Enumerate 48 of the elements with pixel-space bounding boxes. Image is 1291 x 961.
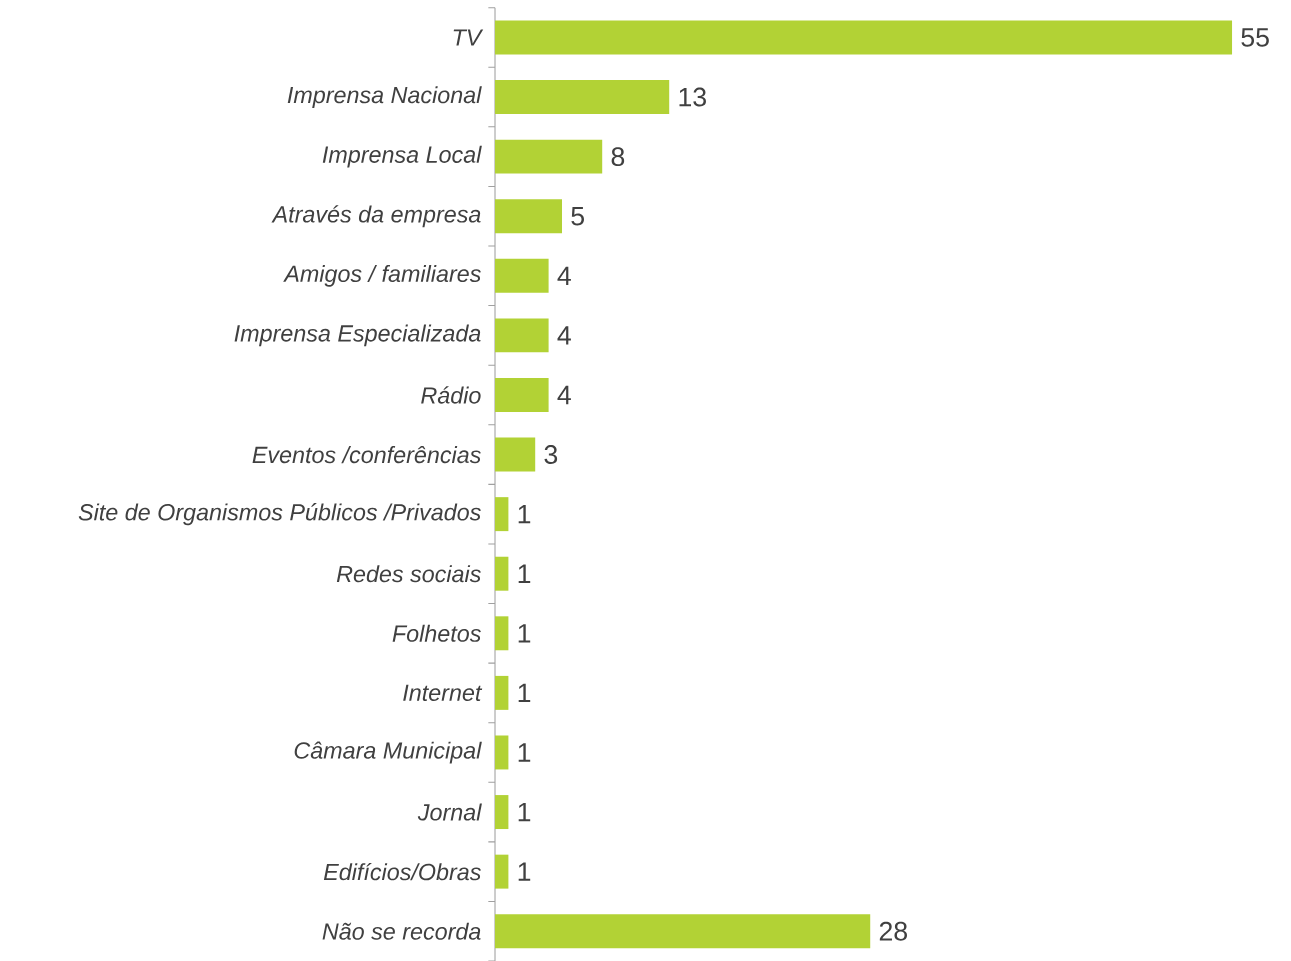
bar bbox=[495, 258, 549, 293]
y-tick-label: Câmara Municipal bbox=[294, 741, 482, 764]
y-tick-label: Edifícios/Obras bbox=[323, 862, 481, 881]
bar bbox=[495, 675, 509, 710]
data-label: 1 bbox=[518, 624, 531, 643]
bar bbox=[495, 616, 509, 651]
y-tick-label: Imprensa Nacional bbox=[287, 86, 482, 108]
bar bbox=[495, 80, 670, 115]
data-label: 1 bbox=[518, 862, 531, 881]
bar bbox=[495, 497, 509, 532]
data-label: 1 bbox=[518, 564, 531, 583]
data-label: 13 bbox=[679, 87, 706, 107]
y-tick-label: Redes sociais bbox=[336, 565, 481, 583]
y-tick-label: Folhetos bbox=[392, 624, 481, 642]
data-label: 55 bbox=[1241, 28, 1269, 47]
bar bbox=[495, 556, 509, 591]
y-tick-label: Jornal bbox=[417, 803, 482, 821]
bar bbox=[495, 437, 536, 472]
bar bbox=[495, 199, 563, 234]
data-label: 4 bbox=[557, 326, 571, 345]
y-tick-label: Rádio bbox=[421, 386, 481, 404]
data-label: 4 bbox=[557, 385, 571, 405]
data-label: 1 bbox=[518, 802, 531, 822]
y-tick-label: Não se recorda bbox=[322, 922, 481, 940]
bar bbox=[495, 377, 549, 412]
data-label: 8 bbox=[611, 147, 625, 167]
bar bbox=[495, 735, 509, 770]
y-tick-label: Eventos /conferências bbox=[252, 445, 481, 464]
data-label: 3 bbox=[544, 445, 558, 464]
data-label: 4 bbox=[557, 266, 571, 285]
bar bbox=[495, 914, 871, 949]
data-label: 1 bbox=[518, 683, 531, 703]
data-label: 1 bbox=[518, 743, 531, 762]
bar bbox=[495, 795, 509, 830]
data-label: 1 bbox=[518, 504, 531, 524]
y-tick-label: Internet bbox=[403, 684, 483, 702]
y-tick-label: Através da empresa bbox=[271, 205, 481, 228]
y-tick-label: TV bbox=[453, 29, 484, 46]
bar bbox=[495, 20, 1233, 55]
y-tick-label: Imprensa Local bbox=[322, 145, 482, 168]
data-label: 5 bbox=[571, 206, 584, 226]
bar bbox=[495, 139, 603, 174]
data-label: 28 bbox=[879, 921, 907, 941]
y-tick-label: Imprensa Especializada bbox=[234, 324, 481, 347]
y-tick-label: Amigos / familiares bbox=[283, 264, 481, 287]
bar bbox=[495, 318, 549, 353]
y-tick-label: Site de Organismos Públicos /Privados bbox=[78, 503, 481, 526]
bar bbox=[495, 854, 509, 889]
